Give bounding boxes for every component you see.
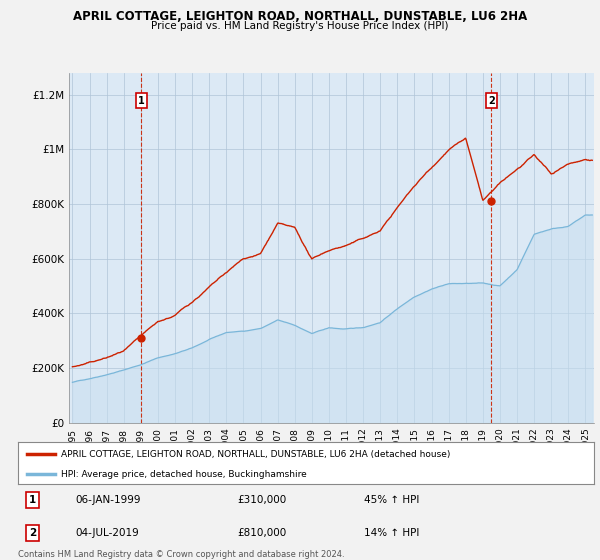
Text: £310,000: £310,000 bbox=[237, 495, 286, 505]
Text: 45% ↑ HPI: 45% ↑ HPI bbox=[364, 495, 419, 505]
Text: 1: 1 bbox=[138, 96, 145, 106]
Text: 04-JUL-2019: 04-JUL-2019 bbox=[76, 528, 139, 538]
Text: 06-JAN-1999: 06-JAN-1999 bbox=[76, 495, 141, 505]
Text: 2: 2 bbox=[488, 96, 495, 106]
Text: APRIL COTTAGE, LEIGHTON ROAD, NORTHALL, DUNSTABLE, LU6 2HA: APRIL COTTAGE, LEIGHTON ROAD, NORTHALL, … bbox=[73, 10, 527, 23]
Text: 14% ↑ HPI: 14% ↑ HPI bbox=[364, 528, 419, 538]
Text: APRIL COTTAGE, LEIGHTON ROAD, NORTHALL, DUNSTABLE, LU6 2HA (detached house): APRIL COTTAGE, LEIGHTON ROAD, NORTHALL, … bbox=[61, 450, 451, 460]
Text: Price paid vs. HM Land Registry's House Price Index (HPI): Price paid vs. HM Land Registry's House … bbox=[151, 21, 449, 31]
Text: 1: 1 bbox=[29, 495, 36, 505]
Text: £810,000: £810,000 bbox=[237, 528, 286, 538]
Text: HPI: Average price, detached house, Buckinghamshire: HPI: Average price, detached house, Buck… bbox=[61, 470, 307, 479]
Text: Contains HM Land Registry data © Crown copyright and database right 2024.
This d: Contains HM Land Registry data © Crown c… bbox=[18, 550, 344, 560]
Text: 2: 2 bbox=[29, 528, 36, 538]
